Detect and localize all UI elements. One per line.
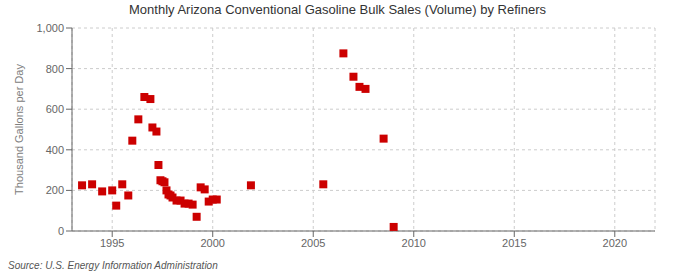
svg-text:600: 600 [46, 103, 64, 115]
svg-text:1995: 1995 [100, 237, 124, 249]
svg-text:1,000: 1,000 [36, 22, 64, 34]
svg-text:200: 200 [46, 184, 64, 196]
svg-text:400: 400 [46, 144, 64, 156]
html-text:Source: U.S. Energy Informatio: Source: U.S. Energy Information Administ… [8, 260, 218, 271]
svg-text:2010: 2010 [402, 237, 426, 249]
svg-text:2000: 2000 [200, 237, 224, 249]
svg-text:Thousand Gallons per Day: Thousand Gallons per Day [13, 64, 25, 195]
svg-text:2005: 2005 [301, 237, 325, 249]
svg-text:2015: 2015 [502, 237, 526, 249]
svg-text:800: 800 [46, 63, 64, 75]
html-text:Monthly Arizona Conventional G: Monthly Arizona Conventional Gasoline Bu… [129, 2, 546, 17]
svg-text:2020: 2020 [603, 237, 627, 249]
svg-text:0: 0 [58, 225, 64, 237]
